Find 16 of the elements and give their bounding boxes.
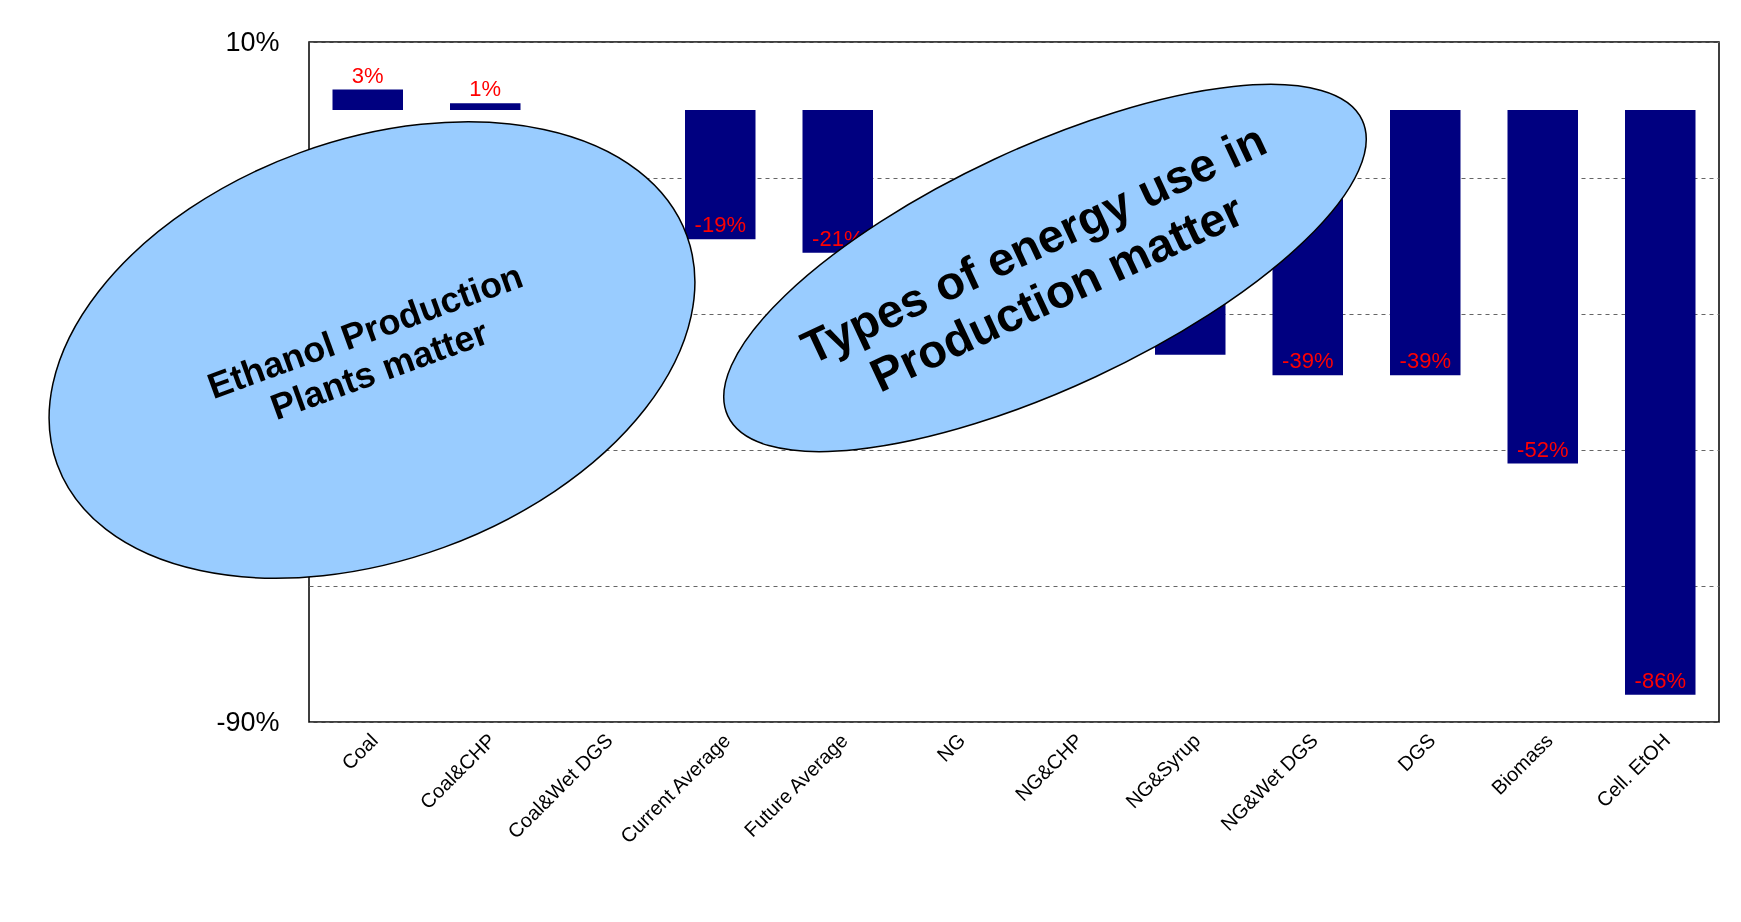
bar [1390, 110, 1461, 376]
bar [685, 110, 756, 240]
data-label: 1% [469, 76, 502, 102]
bar [332, 89, 403, 110]
data-label: -39% [1282, 348, 1334, 374]
data-label: -86% [1634, 667, 1686, 693]
bar [450, 103, 521, 110]
bar [1507, 110, 1578, 464]
data-label: 3% [351, 62, 384, 88]
y-tick-label: -90% [216, 706, 280, 737]
data-label: -39% [1399, 348, 1451, 374]
y-tick-label: 10% [225, 26, 280, 57]
bar [1625, 110, 1696, 695]
x-tick-label: NG [932, 729, 970, 766]
data-label: -52% [1517, 436, 1569, 462]
bar [802, 110, 873, 253]
